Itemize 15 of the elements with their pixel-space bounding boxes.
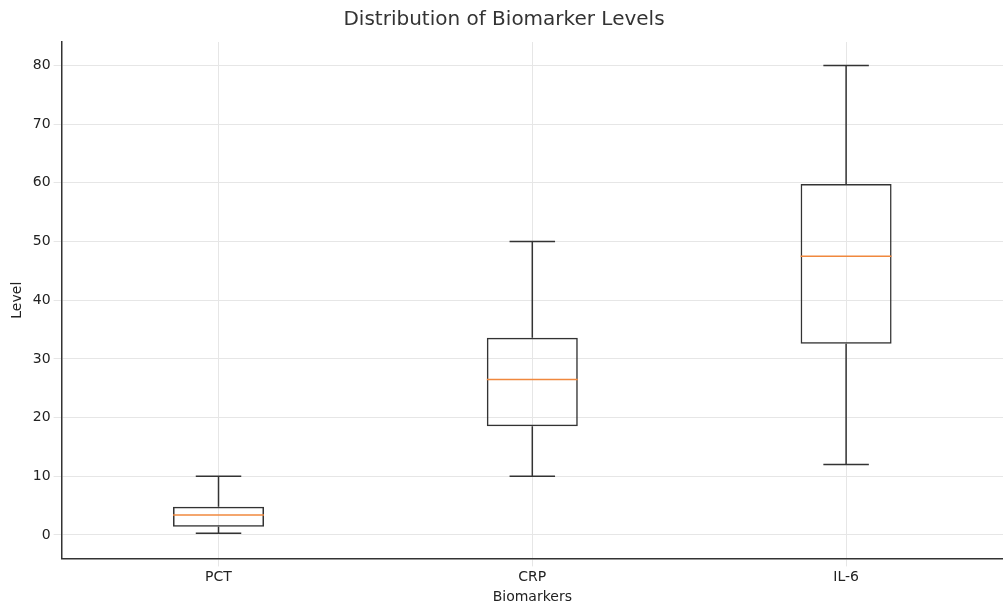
y-tick-label: 50 (32, 232, 51, 249)
y-tick-label: 20 (32, 408, 51, 425)
chart-title: Distribution of Biomarker Levels (343, 6, 665, 31)
x-axis-title: Biomarkers (492, 588, 572, 605)
y-axis-title: Level (8, 281, 25, 319)
y-tick-label: 0 (41, 525, 51, 542)
x-tick-label: CRP (518, 568, 547, 585)
y-tick-label: 80 (32, 56, 51, 73)
y-tick-label: 10 (32, 466, 51, 483)
y-tick-label: 30 (32, 349, 51, 366)
x-tick-label: IL-6 (833, 568, 860, 585)
x-tick-label: PCT (205, 568, 233, 585)
y-tick-label: 60 (32, 173, 51, 190)
y-tick-label: 70 (32, 114, 51, 131)
y-tick-label: 40 (32, 290, 51, 307)
